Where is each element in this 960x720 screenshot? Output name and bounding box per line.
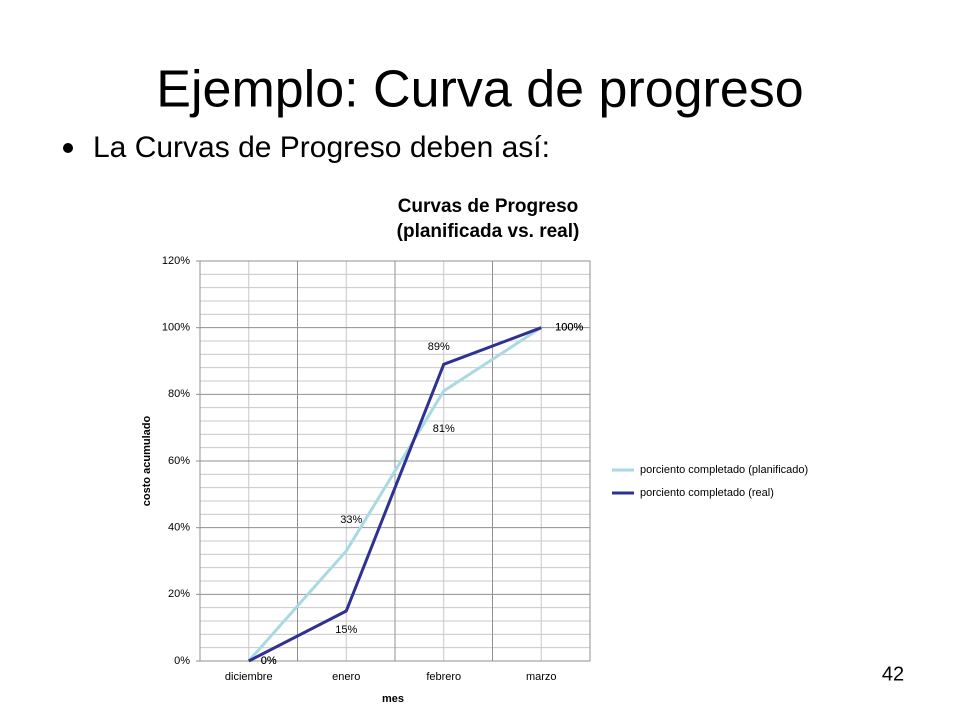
- series-line: [247, 326, 543, 662]
- x-axis-title: mes: [382, 693, 404, 705]
- y-tick-label: 100%: [162, 322, 190, 334]
- chart-title: (planificada vs. real): [397, 221, 580, 242]
- data-label: 81%: [433, 423, 455, 435]
- y-axis-title: costo acumulado: [141, 415, 153, 506]
- x-tick-label: enero: [332, 671, 360, 683]
- data-label: 0%: [261, 655, 277, 667]
- y-tick-label: 20%: [168, 588, 190, 600]
- legend-label: porciento completado (real): [640, 487, 774, 499]
- data-label: 100%: [555, 322, 583, 334]
- x-tick-label: marzo: [526, 671, 557, 683]
- data-label: 0%: [261, 655, 277, 667]
- x-tick-label: febrero: [426, 671, 461, 683]
- y-tick-label: 120%: [162, 255, 190, 267]
- x-tick-label: diciembre: [225, 671, 273, 683]
- bullet-dot: [63, 143, 73, 153]
- plot-frame: [199, 260, 591, 662]
- bullet-text: La Curvas de Progreso deben así:: [93, 131, 550, 164]
- legend-label: porciento completado (planificado): [640, 464, 808, 476]
- y-tick-label: 80%: [168, 388, 190, 400]
- data-label: 15%: [335, 624, 357, 636]
- y-tick-label: 60%: [168, 455, 190, 467]
- y-tick-label: 0%: [174, 655, 190, 667]
- page-number: 42: [882, 663, 904, 685]
- data-label: 89%: [428, 341, 450, 353]
- series-line: [248, 326, 542, 663]
- slide-title: Ejemplo: Curva de progreso: [156, 61, 803, 119]
- data-label: 100%: [555, 322, 583, 334]
- chart-title: Curvas de Progreso: [398, 196, 579, 217]
- y-tick-label: 40%: [168, 522, 190, 534]
- data-label: 33%: [340, 514, 362, 526]
